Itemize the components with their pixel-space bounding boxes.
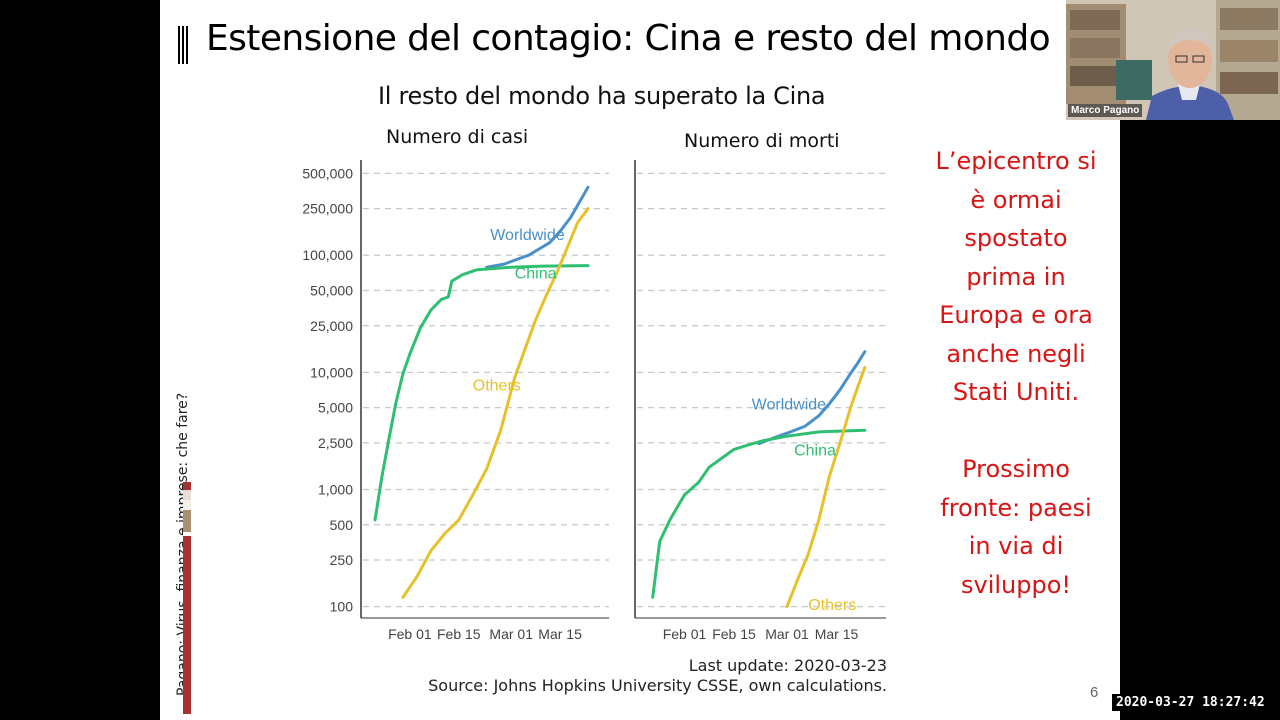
recording-timestamp: 2020-03-27 18:27:42 xyxy=(1112,694,1269,711)
side-text-line: sviluppo! xyxy=(960,570,1072,599)
series-line-worldwide xyxy=(485,185,590,269)
y-tick-label: 500,000 xyxy=(302,165,353,181)
series-label-others: Others xyxy=(473,378,521,395)
side-text-line: è ormai xyxy=(970,185,1062,214)
side-text-line: fronte: paesi xyxy=(940,493,1092,522)
side-text-line: L’epicentro si xyxy=(935,147,1097,175)
slide-title: Estensione del contagio: Cina e resto de… xyxy=(206,18,1051,59)
x-tick-label: Feb 01 xyxy=(388,626,432,642)
chart-footer: Last update: 2020-03-23 Source: Johns Ho… xyxy=(390,656,887,696)
side-text-line: Stati Uniti. xyxy=(952,378,1080,406)
y-tick-label: 25,000 xyxy=(310,318,353,334)
webcam-name-label: Marco Pagano xyxy=(1068,104,1143,117)
webcam-video: Marco Pagano xyxy=(1066,0,1280,120)
presenter-video-feed xyxy=(1066,0,1280,120)
y-tick-label: 2,500 xyxy=(318,435,353,451)
y-tick-label: 50,000 xyxy=(310,282,353,298)
y-tick-label: 10,000 xyxy=(310,364,353,380)
side-commentary: L’epicentro si è ormai spostato prima in Eur… xyxy=(922,142,1110,604)
x-tick-label: Mar 15 xyxy=(538,626,582,642)
series-line-others xyxy=(785,366,867,609)
y-tick-label: 100,000 xyxy=(302,247,353,263)
y-tick-label: 500 xyxy=(330,517,354,533)
series-label-china: China xyxy=(794,443,836,460)
title-marker-bars xyxy=(178,26,190,64)
panel-title-cases: Numero di casi xyxy=(386,126,529,148)
y-tick-label: 1,000 xyxy=(318,482,353,498)
x-tick-label: Mar 15 xyxy=(815,626,859,642)
side-text-line: prima in xyxy=(966,262,1066,291)
series-label-others: Others xyxy=(808,597,856,614)
y-tick-label: 250 xyxy=(330,552,354,568)
x-tick-label: Feb 15 xyxy=(437,626,481,642)
decorative-side-bar xyxy=(183,482,191,714)
side-text-line: spostato xyxy=(964,224,1068,252)
series-label-worldwide: Worldwide xyxy=(490,227,565,244)
series-label-worldwide: Worldwide xyxy=(752,397,827,414)
series-line-china xyxy=(373,264,590,522)
x-tick-label: Feb 15 xyxy=(712,626,756,642)
slide-subtitle: Il resto del mondo ha superato la Cina xyxy=(378,82,826,110)
side-text-line: Europa e ora xyxy=(939,301,1093,329)
x-tick-label: Mar 01 xyxy=(489,626,533,642)
page-number: 6 xyxy=(1090,684,1099,701)
x-tick-label: Mar 01 xyxy=(765,626,809,642)
series-line-worldwide xyxy=(757,350,867,446)
side-text-line xyxy=(922,412,1110,451)
slide: Estensione del contagio: Cina e resto de… xyxy=(160,0,1120,720)
x-tick-label: Feb 01 xyxy=(663,626,707,642)
y-tick-label: 100 xyxy=(330,599,354,615)
side-text-line: anche negli xyxy=(946,339,1086,368)
panel-title-deaths: Numero di morti xyxy=(684,130,840,152)
series-line-others xyxy=(401,207,590,599)
charts-canvas: 100 250 500 1,000 2,500 5,000 10,000 25,000 50,0… xyxy=(302,160,886,642)
y-tick-label: 5,000 xyxy=(318,400,353,416)
side-text-line: Prossimo xyxy=(962,455,1070,483)
series-label-china: China xyxy=(515,266,557,283)
side-text-line: in via di xyxy=(968,532,1064,560)
y-tick-label: 250,000 xyxy=(302,201,353,217)
series-line-china xyxy=(651,428,867,599)
source-note: Source: Johns Hopkins University CSSE, o… xyxy=(428,676,887,695)
last-update-note: Last update: 2020-03-23 xyxy=(688,656,887,675)
